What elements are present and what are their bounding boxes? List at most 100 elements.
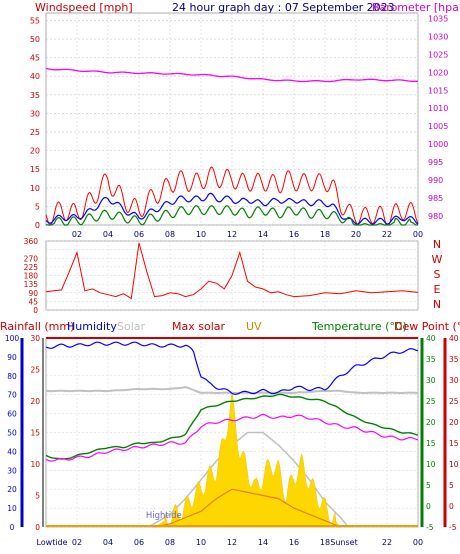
x-tick-label: 22 [382, 230, 392, 239]
wind-tick-label: 5 [35, 202, 40, 211]
graph-title: 24 hour graph day : 07 September 2023 [172, 1, 395, 14]
x-tick-label: 08 [165, 538, 175, 547]
temp-tick-label: 15 [426, 439, 436, 448]
temp-tick-label: 0 [426, 502, 431, 511]
humidity-tick-label: 80 [7, 372, 17, 381]
barometer-axis-label: Barometer [hpa] [372, 1, 460, 14]
baro-tick-label: 1035 [428, 14, 448, 23]
temp-tick-label: -5 [426, 523, 434, 532]
x-tick-label: 00 [413, 230, 423, 239]
x-tick-label: 14 [258, 230, 268, 239]
x-tick-label: 08 [165, 230, 175, 239]
direction-tick-label: 225 [24, 263, 39, 272]
wind-tick-label: 20 [30, 147, 40, 156]
direction-tick-label: 180 [24, 272, 39, 281]
baro-tick-label: 1025 [428, 50, 448, 59]
rain-tick-label: 15 [30, 429, 40, 438]
humidity-line [45, 341, 419, 395]
solar-fill-area [153, 391, 341, 528]
x-tick-label: 04 [103, 538, 113, 547]
dew-tick-label: 25 [449, 397, 459, 406]
max-solar-line [147, 431, 349, 528]
dew-point-line [45, 413, 419, 462]
wind-tick-label: 35 [30, 91, 40, 100]
temperature-label: Temperature (°C) [311, 320, 407, 333]
x-tick-label: 14 [258, 538, 268, 547]
baro-tick-label: 990 [428, 176, 443, 185]
wind-tick-label: 55 [30, 16, 40, 25]
temp-tick-label: 30 [426, 376, 436, 385]
wind-average-line [45, 192, 419, 225]
humidity-tick-label: 70 [7, 391, 17, 400]
uv-label: UV [246, 320, 262, 333]
dew-tick-label: 5 [449, 481, 454, 490]
humidity-tick-label: 40 [7, 447, 17, 456]
humidity-tick-label: 50 [7, 429, 17, 438]
temp-tick-label: 40 [426, 334, 436, 343]
humidity-tick-label: 30 [7, 466, 17, 475]
rain-tick-label: 20 [30, 397, 40, 406]
baro-tick-label: 1000 [428, 140, 448, 149]
humidity-tick-label: 100 [5, 334, 20, 343]
compass-label: W [432, 253, 443, 266]
max-solar-label: Max solar [172, 320, 225, 333]
x-tick-label: 16 [289, 538, 299, 547]
temp-tick-label: 5 [426, 481, 431, 490]
wind-tick-label: 50 [30, 35, 40, 44]
humidity-tick-label: 60 [7, 410, 17, 419]
x-tick-label: Sunset [330, 538, 357, 547]
x-tick-label: 06 [134, 538, 144, 547]
wind-tick-label: 45 [30, 54, 40, 63]
humidity-tick-label: 20 [7, 485, 17, 494]
x-tick-label: 18 [320, 538, 330, 547]
direction-tick-label: 270 [24, 254, 39, 263]
direction-tick-label: 0 [33, 306, 38, 315]
x-tick-label: 04 [103, 230, 113, 239]
x-tick-label: 02 [72, 230, 82, 239]
uv-line [154, 488, 341, 528]
dew-tick-label: 15 [449, 439, 459, 448]
x-tick-label: 02 [72, 538, 82, 547]
x-tick-label: 10 [196, 538, 206, 547]
baro-tick-label: 1005 [428, 122, 448, 131]
temp-tick-label: 35 [426, 355, 436, 364]
dew-tick-label: 30 [449, 376, 459, 385]
compass-label: S [434, 268, 441, 281]
wind-tick-label: 15 [30, 165, 40, 174]
baro-tick-label: 1010 [428, 104, 448, 113]
wind-tick-label: 40 [30, 72, 40, 81]
windspeed-axis-label: Windspeed [mph] [35, 1, 133, 14]
dew-tick-label: 35 [449, 355, 459, 364]
wind-tick-label: 10 [30, 184, 40, 193]
dew-tick-label: 20 [449, 418, 459, 427]
rain-tick-label: 30 [30, 334, 40, 343]
dew-tick-label: 40 [449, 334, 459, 343]
x-tick-label: 22 [382, 538, 392, 547]
dew-tick-label: -5 [449, 523, 457, 532]
temp-tick-label: 10 [426, 460, 436, 469]
wind-direction-line [45, 242, 419, 300]
direction-tick-label: 135 [24, 280, 39, 289]
wind-tick-label: 25 [30, 128, 40, 137]
humidity-tick-label: 10 [7, 504, 17, 513]
x-tick-label: 12 [227, 538, 237, 547]
humidity-label: Humidity [67, 320, 117, 333]
compass-label: N [433, 238, 441, 251]
wind-tick-label: 30 [30, 109, 40, 118]
temp-tick-label: 20 [426, 418, 436, 427]
rainfall-label: Rainfall (mm) [0, 320, 74, 333]
wind-tick-label: 0 [35, 221, 40, 230]
temperature-line [45, 393, 419, 460]
rain-tick-label: 5 [35, 492, 40, 501]
x-tick-label: 00 [413, 538, 423, 547]
temp-tick-label: 25 [426, 397, 436, 406]
wind-gust-line [45, 166, 419, 226]
compass-label: N [433, 298, 441, 311]
humidity-tick-label: 90 [7, 353, 17, 362]
x-tick-label: Lowtide [36, 538, 67, 547]
solar-label: Solar [117, 320, 146, 333]
direction-tick-label: 45 [28, 297, 38, 306]
direction-tick-label: 360 [24, 237, 39, 246]
x-tick-label: 06 [134, 230, 144, 239]
rain-tick-label: 25 [30, 366, 40, 375]
